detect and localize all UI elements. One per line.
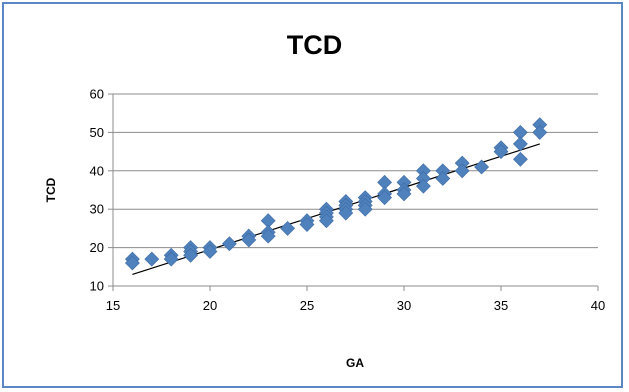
trendline	[132, 143, 540, 276]
data-point	[338, 205, 354, 221]
data-point	[512, 136, 528, 152]
x-tick-label: 20	[203, 298, 217, 313]
data-point	[415, 178, 431, 194]
data-point	[280, 220, 296, 236]
data-point	[493, 144, 509, 160]
x-axis-title: GA	[346, 356, 364, 370]
x-tick-label: 30	[397, 298, 411, 313]
x-tick-label: 25	[300, 298, 314, 313]
data-point	[512, 151, 528, 167]
y-tick-label: 50	[90, 125, 104, 140]
data-point	[532, 124, 548, 140]
y-tick-label: 30	[90, 202, 104, 217]
x-tick-label: 15	[106, 298, 120, 313]
y-tick-label: 20	[90, 240, 104, 255]
y-tick-label: 60	[90, 87, 104, 102]
data-point	[260, 228, 276, 244]
data-point	[202, 244, 218, 259]
y-tick-label: 10	[90, 279, 104, 294]
data-point	[474, 159, 490, 175]
data-point	[183, 247, 199, 263]
data-point	[124, 255, 140, 271]
data-point	[163, 251, 179, 267]
data-point	[299, 217, 315, 232]
data-point	[377, 190, 393, 206]
data-point	[144, 251, 160, 267]
data-point	[396, 186, 412, 202]
axes	[108, 93, 599, 291]
data-point	[241, 232, 257, 248]
data-point	[318, 213, 334, 229]
data-point	[454, 163, 470, 179]
data-point	[435, 171, 451, 186]
chart-title: TCD	[286, 30, 343, 60]
x-tick-label: 40	[591, 298, 605, 313]
tick-labels: 10 20 30 40 50 60 15 20 25 30 35 40	[90, 87, 606, 314]
y-tick-label: 40	[90, 163, 104, 178]
y-axis-title: TCD	[44, 177, 58, 202]
chart-frame	[2, 2, 623, 388]
trendline-layer	[132, 143, 540, 276]
x-tick-label: 35	[494, 298, 508, 313]
data-points	[124, 117, 548, 271]
data-point	[221, 236, 237, 252]
data-point	[357, 201, 373, 217]
